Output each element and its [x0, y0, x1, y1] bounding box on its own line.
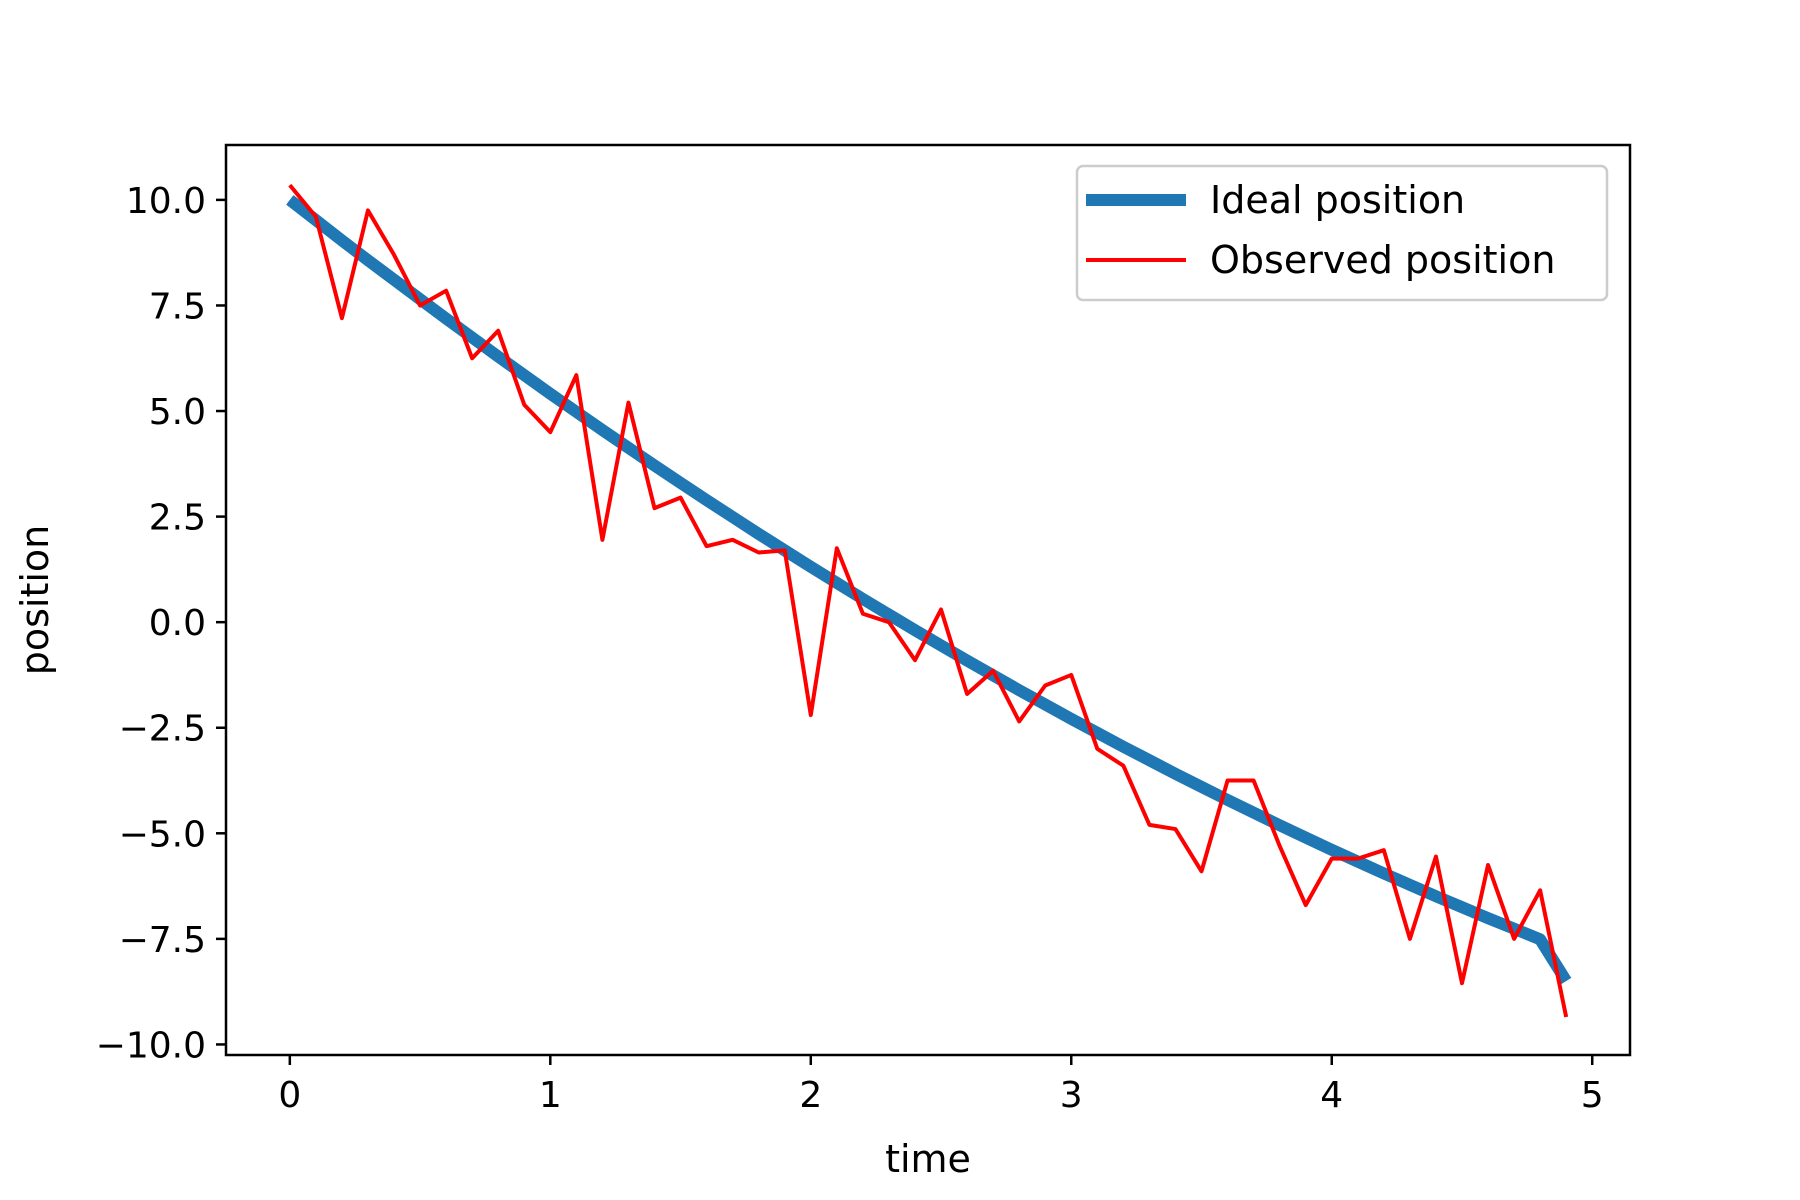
y-tick-label: −10.0: [96, 1025, 206, 1066]
series-line-ideal-position: [286, 195, 1572, 985]
y-tick-label: −7.5: [119, 920, 206, 961]
x-axis: 0 1 2 3 4 5: [278, 1055, 1604, 1116]
x-tick-label: 1: [539, 1075, 562, 1116]
legend-label-ideal-position: Ideal position: [1210, 178, 1465, 222]
y-axis-label: position: [13, 525, 57, 676]
legend: Ideal position Observed position: [1075, 164, 1609, 302]
plot-frame: [224, 143, 1632, 1057]
y-tick-label: 2.5: [149, 498, 206, 539]
y-tick-label: 5.0: [149, 392, 206, 433]
series-line-observed-position: [288, 183, 1569, 1018]
x-tick-label: 5: [1581, 1075, 1604, 1116]
x-tick-label: 4: [1320, 1075, 1343, 1116]
y-tick-label: −2.5: [119, 709, 206, 750]
y-tick-label: −5.0: [119, 814, 206, 855]
x-axis-label: time: [885, 1137, 971, 1181]
plot-marks: [286, 183, 1572, 1018]
y-axis: 10.0 7.5 5.0 2.5 0.0 −2.5 −5.0 −7.5 −10.0: [96, 181, 226, 1066]
y-tick-label: 0.0: [149, 603, 206, 644]
y-tick-label: 7.5: [149, 286, 206, 327]
x-tick-label: 3: [1060, 1075, 1083, 1116]
legend-label-observed-position: Observed position: [1210, 238, 1555, 282]
x-tick-label: 2: [799, 1075, 822, 1116]
y-tick-label: 10.0: [126, 181, 206, 222]
x-tick-label: 0: [278, 1075, 301, 1116]
legend-box: [1075, 164, 1609, 302]
